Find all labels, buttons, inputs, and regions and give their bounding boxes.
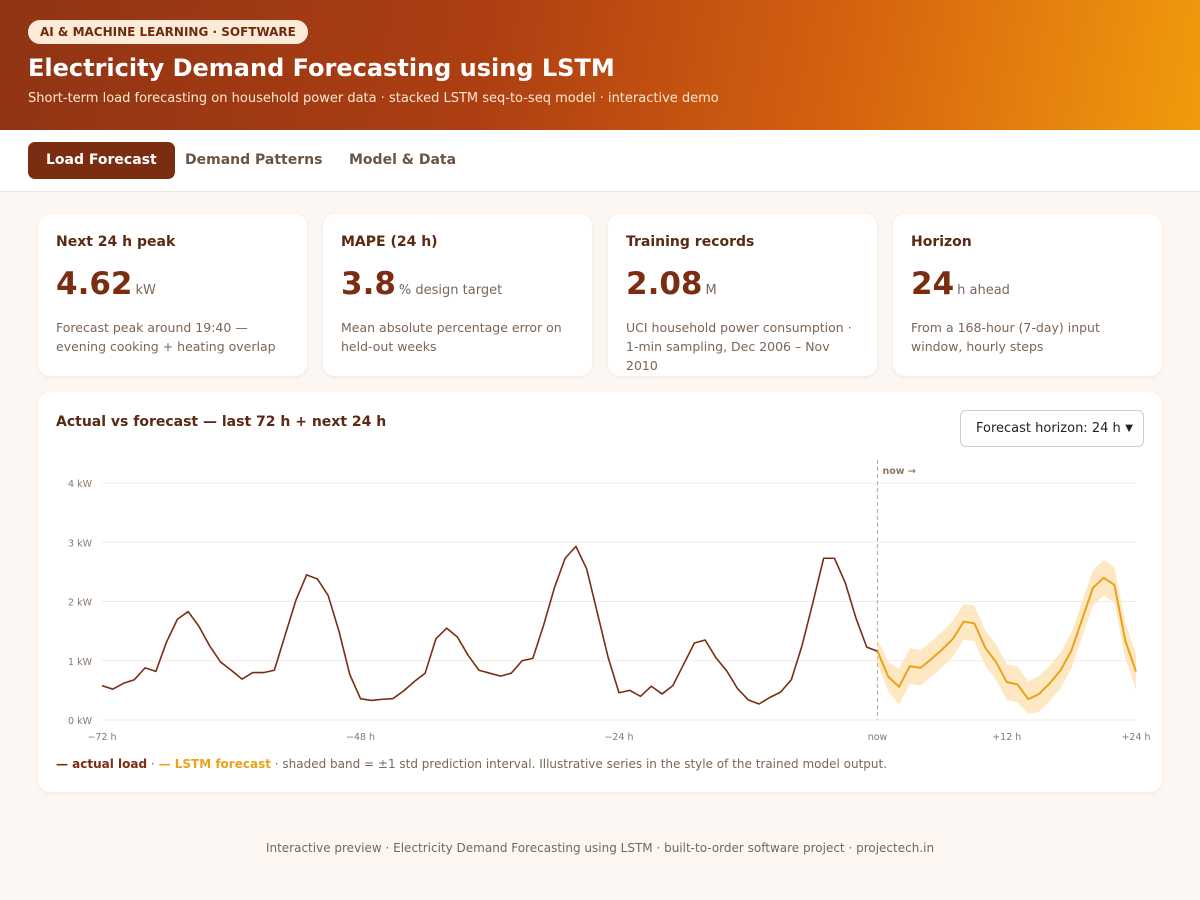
- x-tick-label: +24 h: [1121, 732, 1150, 743]
- hero-header: AI & MACHINE LEARNING · SOFTWARE Electri…: [0, 0, 1200, 130]
- y-tick-label: 2 kW: [68, 598, 93, 609]
- category-badge: AI & MACHINE LEARNING · SOFTWARE: [28, 20, 308, 44]
- card-title: Training records: [626, 234, 755, 250]
- card-value: 3.8: [341, 266, 396, 302]
- x-tick-label: −72 h: [87, 732, 116, 743]
- horizon-select-value: Forecast horizon: 24 h: [976, 421, 1121, 436]
- y-tick-label: 3 kW: [68, 538, 93, 549]
- tab-demand-patterns[interactable]: Demand Patterns: [185, 152, 323, 168]
- page-subtitle: Short-term load forecasting on household…: [28, 91, 719, 106]
- card-description: Forecast peak around 19:40 — evening coo…: [56, 320, 276, 354]
- card-value: 2.08: [626, 266, 703, 302]
- card-value-row: 24 h ahead: [911, 266, 1144, 306]
- tab-model-data[interactable]: Model & Data: [349, 152, 457, 168]
- stat-card-peak: Next 24 h peak 4.62 kW Forecast peak arou…: [38, 214, 307, 376]
- card-value-row: 4.62 kW: [56, 266, 289, 306]
- forecast-chart: 0 kW 1 kW 2 kW 3 kW 4 kW −72 h −48 h −24 h now +1…: [68, 460, 1151, 743]
- card-value-row: 3.8% design target: [341, 266, 574, 306]
- legend-note: · shaded band = ±1 std prediction interv…: [270, 757, 888, 771]
- forecast-band: [877, 560, 1136, 715]
- card-title: Horizon: [911, 234, 972, 250]
- x-tick-label: −24 h: [604, 732, 633, 743]
- legend-forecast: — LSTM forecast: [158, 757, 271, 771]
- tab-load-forecast[interactable]: Load Forecast: [28, 142, 175, 179]
- x-tick-label: −48 h: [346, 732, 375, 743]
- page-title: Electricity Demand Forecasting using LST…: [28, 54, 615, 82]
- forecast-chart-card: Actual vs forecast — last 72 h + next 24…: [38, 392, 1162, 792]
- y-tick-label: 4 kW: [68, 479, 93, 490]
- card-title: MAPE (24 h): [341, 234, 438, 250]
- x-tick-label: now: [868, 732, 888, 743]
- chart-title: Actual vs forecast — last 72 h + next 24…: [56, 414, 387, 430]
- stat-card-mape: MAPE (24 h) 3.8% design target Mean abso…: [323, 214, 592, 376]
- card-description: From a 168-hour (7-day) input window, ho…: [911, 320, 1100, 354]
- stat-card-horizon: Horizon 24 h ahead From a 168-hour (7-day…: [893, 214, 1162, 376]
- now-label: now →: [883, 466, 916, 477]
- footer-text: Interactive preview · Electricity Demand…: [265, 841, 935, 855]
- card-unit: kW: [135, 283, 156, 298]
- stat-card-training: Training records 2.08 M UCI household pow…: [608, 214, 877, 376]
- card-value: 4.62: [56, 266, 133, 302]
- card-unit: % design target: [398, 283, 503, 298]
- card-description: UCI household power consumption · 1-min …: [626, 320, 852, 373]
- legend-separator: ·: [147, 757, 159, 771]
- card-value-row: 2.08 M: [626, 266, 859, 306]
- card-unit: M: [705, 283, 717, 298]
- chevron-down-icon: ▼: [1125, 423, 1133, 434]
- actual-load-line: [101, 545, 878, 705]
- card-title: Next 24 h peak: [56, 234, 176, 250]
- x-tick-label: +12 h: [992, 732, 1021, 743]
- card-description: Mean absolute percentage error on held-o…: [341, 320, 562, 354]
- card-unit: h ahead: [957, 283, 1010, 298]
- forecast-line: [876, 576, 1137, 701]
- chart-legend: — actual load · — LSTM forecast · shaded…: [56, 757, 887, 771]
- horizon-select[interactable]: Forecast horizon: 24 h ▼: [960, 410, 1144, 447]
- card-value: 24: [911, 266, 955, 302]
- y-tick-label: 0 kW: [68, 716, 93, 727]
- y-tick-label: 1 kW: [68, 657, 93, 668]
- tab-bar: Load Forecast Demand Patterns Model & Da…: [0, 130, 1200, 192]
- legend-actual: — actual load: [56, 757, 148, 771]
